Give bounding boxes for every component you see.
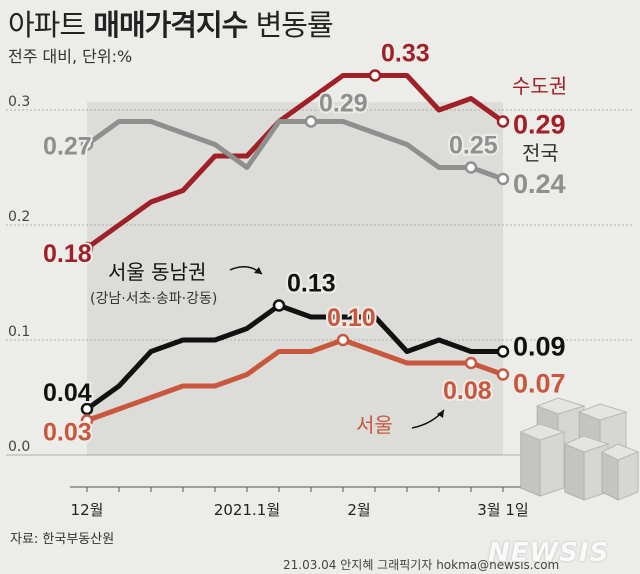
series-line-2 <box>84 303 506 412</box>
data-point-marker <box>464 356 478 370</box>
y-tick-label: 0.2 <box>8 209 30 225</box>
y-tick-label: 0.3 <box>8 94 30 110</box>
data-point-marker <box>272 299 286 312</box>
data-label: 0.13 <box>287 270 336 298</box>
seoul-arrowhead <box>437 410 444 418</box>
data-label: 0.03 <box>43 419 92 447</box>
gangnam-arrowhead <box>254 267 262 274</box>
chart-title: 아파트 매매가격지수 변동률 <box>8 2 334 44</box>
title-prefix: 아파트 <box>8 8 86 42</box>
data-point-marker <box>496 368 510 381</box>
credit-line: 21.03.04 안지혜 그래픽기자 hokma@newsis.com <box>283 558 560 572</box>
data-label: 0.10 <box>327 304 376 332</box>
data-point-marker <box>336 333 350 347</box>
x-tick-label: 2월 <box>347 501 370 519</box>
series-line-3 <box>84 337 506 423</box>
building-4-front <box>564 443 585 501</box>
chart-subtitle: 전주 대비, 단위:% <box>8 47 133 66</box>
data-point-marker <box>496 172 510 186</box>
data-point-marker <box>80 241 94 255</box>
source-note: 자료: 한국부동산원 <box>10 532 115 547</box>
series-note-gangnam: (강남·서초·송파·강동) <box>90 291 217 307</box>
series-name-capital: 수도권 <box>512 74 567 98</box>
building-3-front <box>520 431 541 497</box>
data-label: 0.04 <box>43 379 92 407</box>
building-5-roof <box>600 443 640 461</box>
series-line-1 <box>84 119 506 182</box>
data-point-marker <box>80 138 94 151</box>
title-bold: 매매가격지수 <box>93 8 248 42</box>
data-label: 0.07 <box>513 369 566 399</box>
building-2-roof <box>577 403 628 421</box>
building-3-side <box>539 431 565 497</box>
y-tick-label: 0.1 <box>8 324 30 340</box>
data-label: 0.33 <box>381 40 430 68</box>
y-tick-label: 0.0 <box>8 439 30 455</box>
data-point-marker <box>496 115 510 128</box>
data-label: 0.09 <box>513 332 566 362</box>
data-point-marker <box>464 161 478 174</box>
data-point-marker <box>496 345 510 358</box>
series-name-gangnam: 서울 동남권 <box>108 260 206 284</box>
series-name-seoul: 서울 <box>356 413 393 437</box>
building-1-roof <box>535 397 586 415</box>
data-point-marker <box>368 69 382 82</box>
data-label: 0.18 <box>43 240 92 268</box>
title-suffix: 변동률 <box>255 8 334 42</box>
newsis-watermark: NEWSIS <box>488 538 610 568</box>
x-tick-label: 3월 1일 <box>477 501 528 519</box>
building-3-roof <box>519 423 566 441</box>
data-label: 0.29 <box>319 90 368 118</box>
data-point-marker <box>80 402 94 416</box>
series-name-nation: 전국 <box>522 141 559 165</box>
building-4-roof <box>563 435 610 453</box>
data-label: 0.08 <box>443 377 492 405</box>
data-label: 0.24 <box>513 169 566 199</box>
x-tick-label: 12월 <box>71 501 104 519</box>
data-label: 0.29 <box>513 110 566 140</box>
data-label: 0.27 <box>43 133 92 161</box>
data-point-marker <box>80 414 94 427</box>
data-label: 0.25 <box>449 132 498 160</box>
x-tick-label: 2021.1월 <box>214 501 280 519</box>
series-line-0 <box>84 73 506 251</box>
data-point-marker <box>304 115 318 128</box>
